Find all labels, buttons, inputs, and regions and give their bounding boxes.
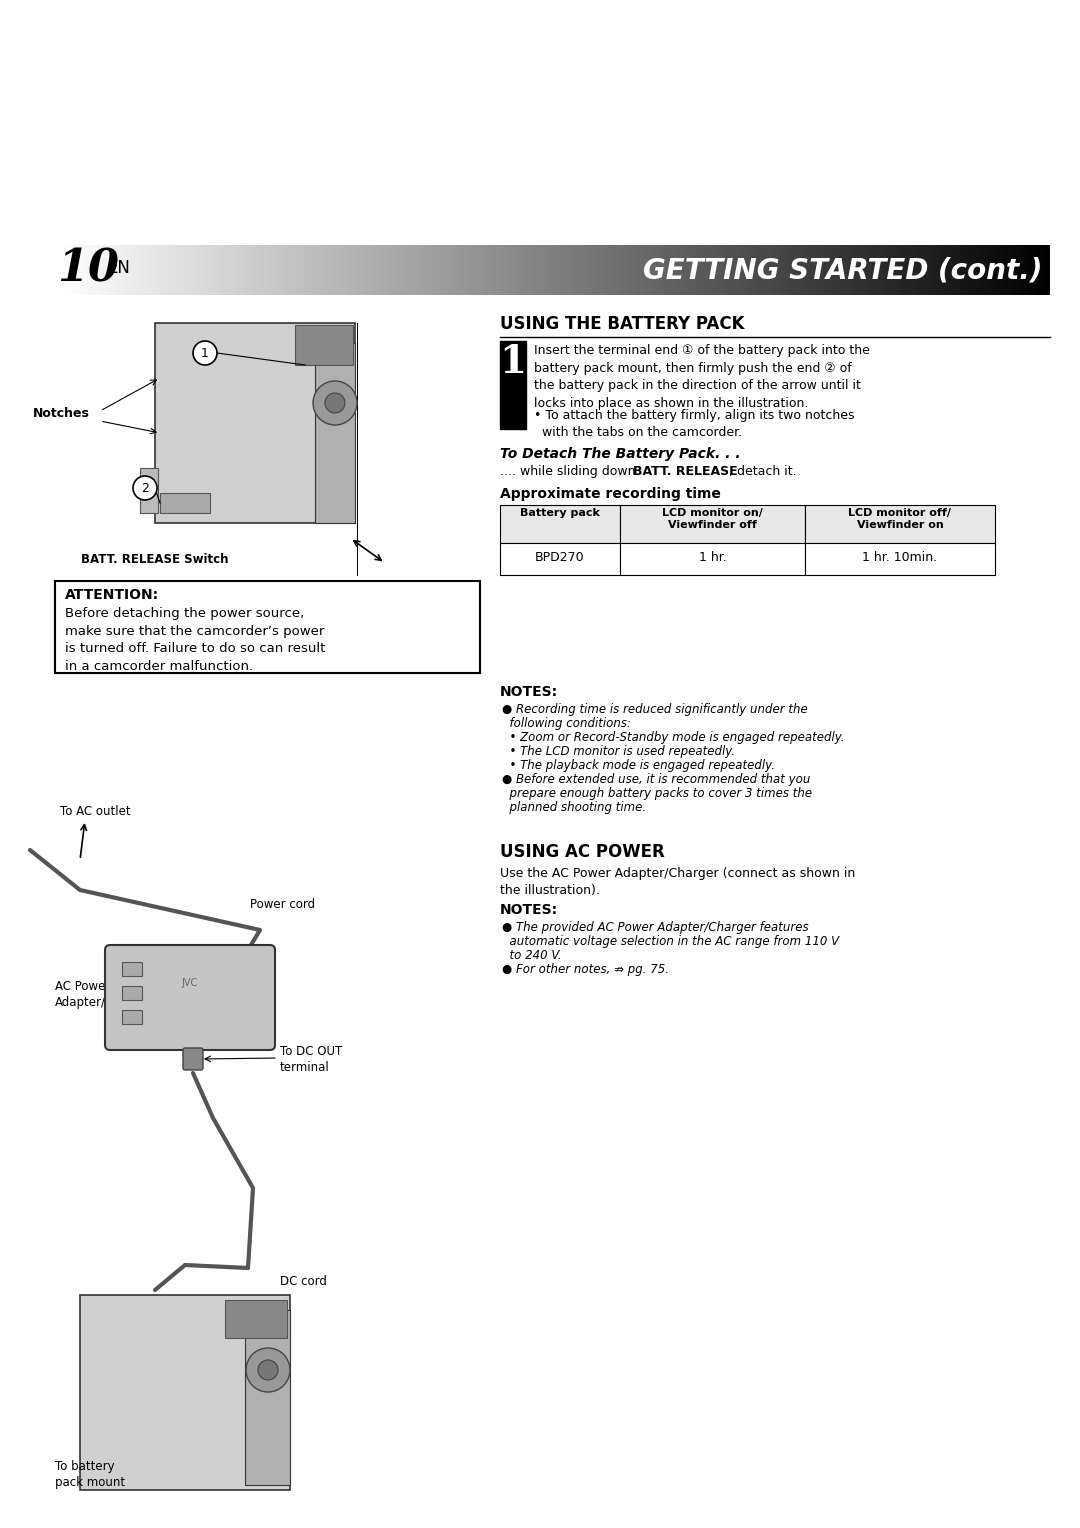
Bar: [295, 325, 353, 365]
Text: GETTING STARTED (cont.): GETTING STARTED (cont.): [643, 257, 1042, 284]
Bar: [122, 963, 141, 976]
Text: Insert the terminal end ① of the battery pack into the
battery pack mount, then : Insert the terminal end ① of the battery…: [534, 344, 869, 410]
Text: prepare enough battery packs to cover 3 times the: prepare enough battery packs to cover 3 …: [502, 787, 812, 801]
Text: To AC outlet: To AC outlet: [60, 805, 131, 817]
Text: ATTENTION:: ATTENTION:: [65, 588, 159, 602]
Bar: [315, 342, 355, 523]
Text: to 240 V.: to 240 V.: [502, 949, 562, 963]
Text: USING THE BATTERY PACK: USING THE BATTERY PACK: [500, 315, 744, 333]
Circle shape: [193, 341, 217, 365]
Text: Before detaching the power source,
make sure that the camcorder’s power
is turne: Before detaching the power source, make …: [65, 607, 325, 672]
Text: BATT. RELEASE: BATT. RELEASE: [633, 465, 738, 478]
Text: 10: 10: [57, 248, 119, 290]
Text: Approximate recording time: Approximate recording time: [500, 487, 720, 501]
Text: 1: 1: [499, 342, 527, 380]
Circle shape: [313, 380, 357, 425]
Text: • The playback mode is engaged repeatedly.: • The playback mode is engaged repeatedl…: [502, 759, 775, 772]
Bar: [500, 341, 526, 429]
Bar: [140, 468, 158, 513]
Text: 1 hr.: 1 hr.: [699, 552, 727, 564]
Bar: [122, 986, 141, 999]
Text: To battery
pack mount: To battery pack mount: [55, 1459, 125, 1488]
Text: Power cord: Power cord: [249, 898, 315, 911]
Text: USING AC POWER: USING AC POWER: [500, 843, 665, 860]
Text: DC cord: DC cord: [280, 1274, 327, 1288]
Bar: [225, 1300, 287, 1339]
Text: ● Recording time is reduced significantly under the: ● Recording time is reduced significantl…: [502, 703, 808, 717]
Text: AC Power
Adapter/Charger: AC Power Adapter/Charger: [55, 979, 153, 1008]
Text: Notches: Notches: [33, 406, 90, 420]
Text: • To attach the battery firmly, align its two notches
  with the tabs on the cam: • To attach the battery firmly, align it…: [534, 410, 854, 439]
Text: BPD270: BPD270: [536, 552, 584, 564]
Text: 1 hr. 10min.: 1 hr. 10min.: [863, 552, 937, 564]
Bar: [500, 504, 620, 542]
Text: automatic voltage selection in the AC range from 110 V: automatic voltage selection in the AC ra…: [502, 935, 839, 947]
Text: ● Before extended use, it is recommended that you: ● Before extended use, it is recommended…: [502, 773, 810, 785]
Text: , detach it.: , detach it.: [729, 465, 797, 478]
Bar: [245, 1309, 291, 1485]
Text: NOTES:: NOTES:: [500, 685, 558, 698]
Bar: [620, 542, 805, 575]
Text: Battery pack: Battery pack: [521, 507, 599, 518]
Bar: [805, 504, 995, 542]
Text: .... while sliding down: .... while sliding down: [500, 465, 639, 478]
Bar: [805, 542, 995, 575]
Text: ● The provided AC Power Adapter/Charger features: ● The provided AC Power Adapter/Charger …: [502, 921, 809, 934]
Text: NOTES:: NOTES:: [500, 903, 558, 917]
Text: 1: 1: [201, 347, 208, 361]
Text: 2: 2: [141, 481, 149, 495]
FancyBboxPatch shape: [105, 944, 275, 1050]
Text: LCD monitor on/
Viewfinder off: LCD monitor on/ Viewfinder off: [662, 507, 762, 530]
Bar: [160, 494, 210, 513]
Text: JVC: JVC: [181, 978, 198, 989]
Text: EN: EN: [107, 260, 130, 277]
Text: • The LCD monitor is used repeatedly.: • The LCD monitor is used repeatedly.: [502, 746, 735, 758]
Text: To DC OUT
terminal: To DC OUT terminal: [280, 1045, 342, 1074]
Circle shape: [258, 1360, 278, 1380]
Bar: [122, 1010, 141, 1024]
FancyBboxPatch shape: [183, 1048, 203, 1070]
Text: • Zoom or Record-Standby mode is engaged repeatedly.: • Zoom or Record-Standby mode is engaged…: [502, 730, 845, 744]
Bar: [500, 542, 620, 575]
Circle shape: [246, 1348, 291, 1392]
Text: LCD monitor off/
Viewfinder on: LCD monitor off/ Viewfinder on: [849, 507, 951, 530]
Text: following conditions:: following conditions:: [502, 717, 631, 730]
Text: ● For other notes, ⇏ pg. 75.: ● For other notes, ⇏ pg. 75.: [502, 963, 669, 976]
Text: planned shooting time.: planned shooting time.: [502, 801, 646, 814]
Bar: [55, 581, 480, 672]
FancyBboxPatch shape: [156, 322, 355, 523]
Circle shape: [325, 393, 345, 413]
Circle shape: [133, 477, 157, 500]
Text: BATT. RELEASE Switch: BATT. RELEASE Switch: [81, 553, 229, 565]
Text: Use the AC Power Adapter/Charger (connect as shown in
the illustration).: Use the AC Power Adapter/Charger (connec…: [500, 866, 855, 897]
Text: To Detach The Battery Pack. . .: To Detach The Battery Pack. . .: [500, 448, 741, 461]
FancyBboxPatch shape: [80, 1296, 291, 1490]
Bar: [620, 504, 805, 542]
